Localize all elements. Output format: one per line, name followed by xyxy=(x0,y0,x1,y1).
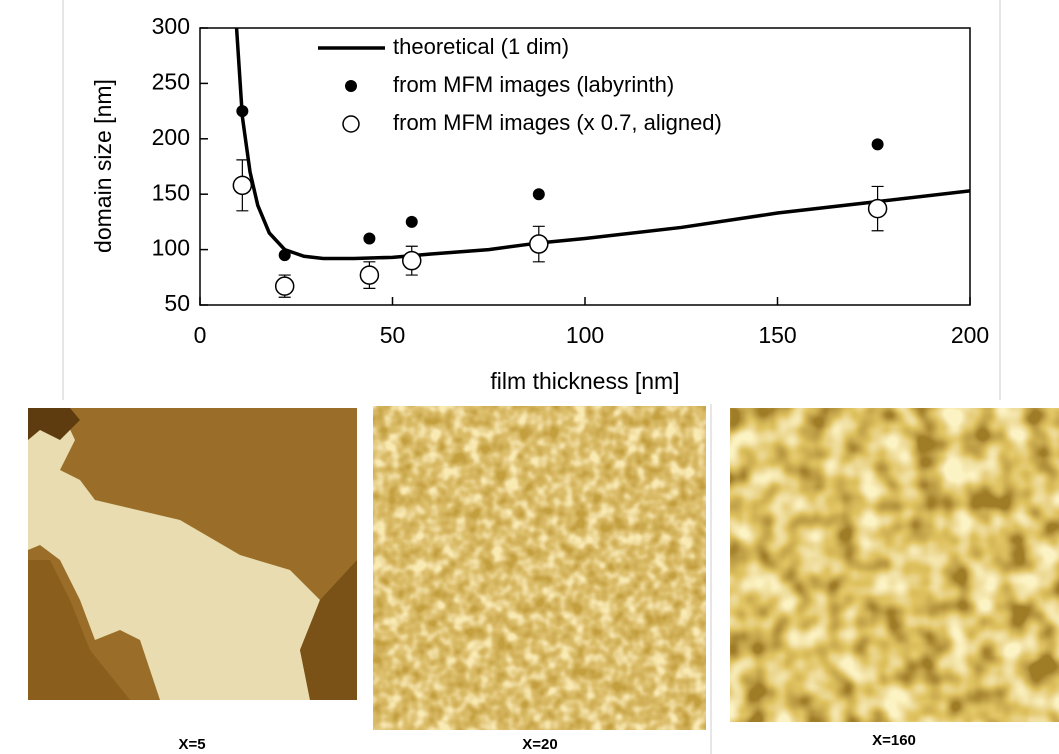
chart: 0 50 100 150 20050100150200250300theoretical… xyxy=(152,13,990,348)
theory-line xyxy=(234,28,970,261)
x-tick-label: 100 xyxy=(566,322,604,348)
y-tick-label: 250 xyxy=(152,68,190,94)
point xyxy=(871,138,884,151)
mfm-image xyxy=(373,406,706,730)
x-axis-label: film thickness [nm] xyxy=(490,368,679,394)
point xyxy=(529,234,549,254)
point xyxy=(402,250,422,271)
point xyxy=(274,276,295,296)
y-tick-label: 150 xyxy=(152,179,190,205)
x-tick-label: 0 xyxy=(194,322,207,348)
legend-label: theoretical (1 dim) xyxy=(393,34,569,59)
image-caption: X=5 xyxy=(178,736,205,753)
y-tick-label: 300 xyxy=(152,13,190,39)
legend-swatch xyxy=(345,80,357,92)
point xyxy=(278,249,291,262)
point xyxy=(236,105,249,118)
mfm-image xyxy=(730,408,1059,722)
point xyxy=(532,188,545,201)
y-tick-label: 50 xyxy=(164,290,190,316)
point xyxy=(363,232,376,245)
x-tick-label: 50 xyxy=(380,322,406,348)
y-tick-label: 100 xyxy=(152,235,190,261)
plot-frame xyxy=(199,27,971,306)
point xyxy=(405,215,418,228)
mfm-image xyxy=(28,408,357,700)
y-tick-label: 200 xyxy=(152,124,190,150)
y-axis-label: domain size [nm] xyxy=(90,79,116,253)
legend-label: from MFM images (labyrinth) xyxy=(393,72,674,97)
point xyxy=(359,265,380,285)
legend-label: from MFM images (x 0.7, aligned) xyxy=(393,110,722,135)
x-tick-label: 200 xyxy=(951,322,989,348)
x-tick-label: 150 xyxy=(758,322,796,348)
point xyxy=(867,198,888,219)
legend-swatch xyxy=(342,115,360,133)
image-caption: X=160 xyxy=(872,732,916,749)
point xyxy=(232,175,253,196)
image-caption: X=20 xyxy=(522,736,557,753)
plot-area xyxy=(234,28,970,261)
